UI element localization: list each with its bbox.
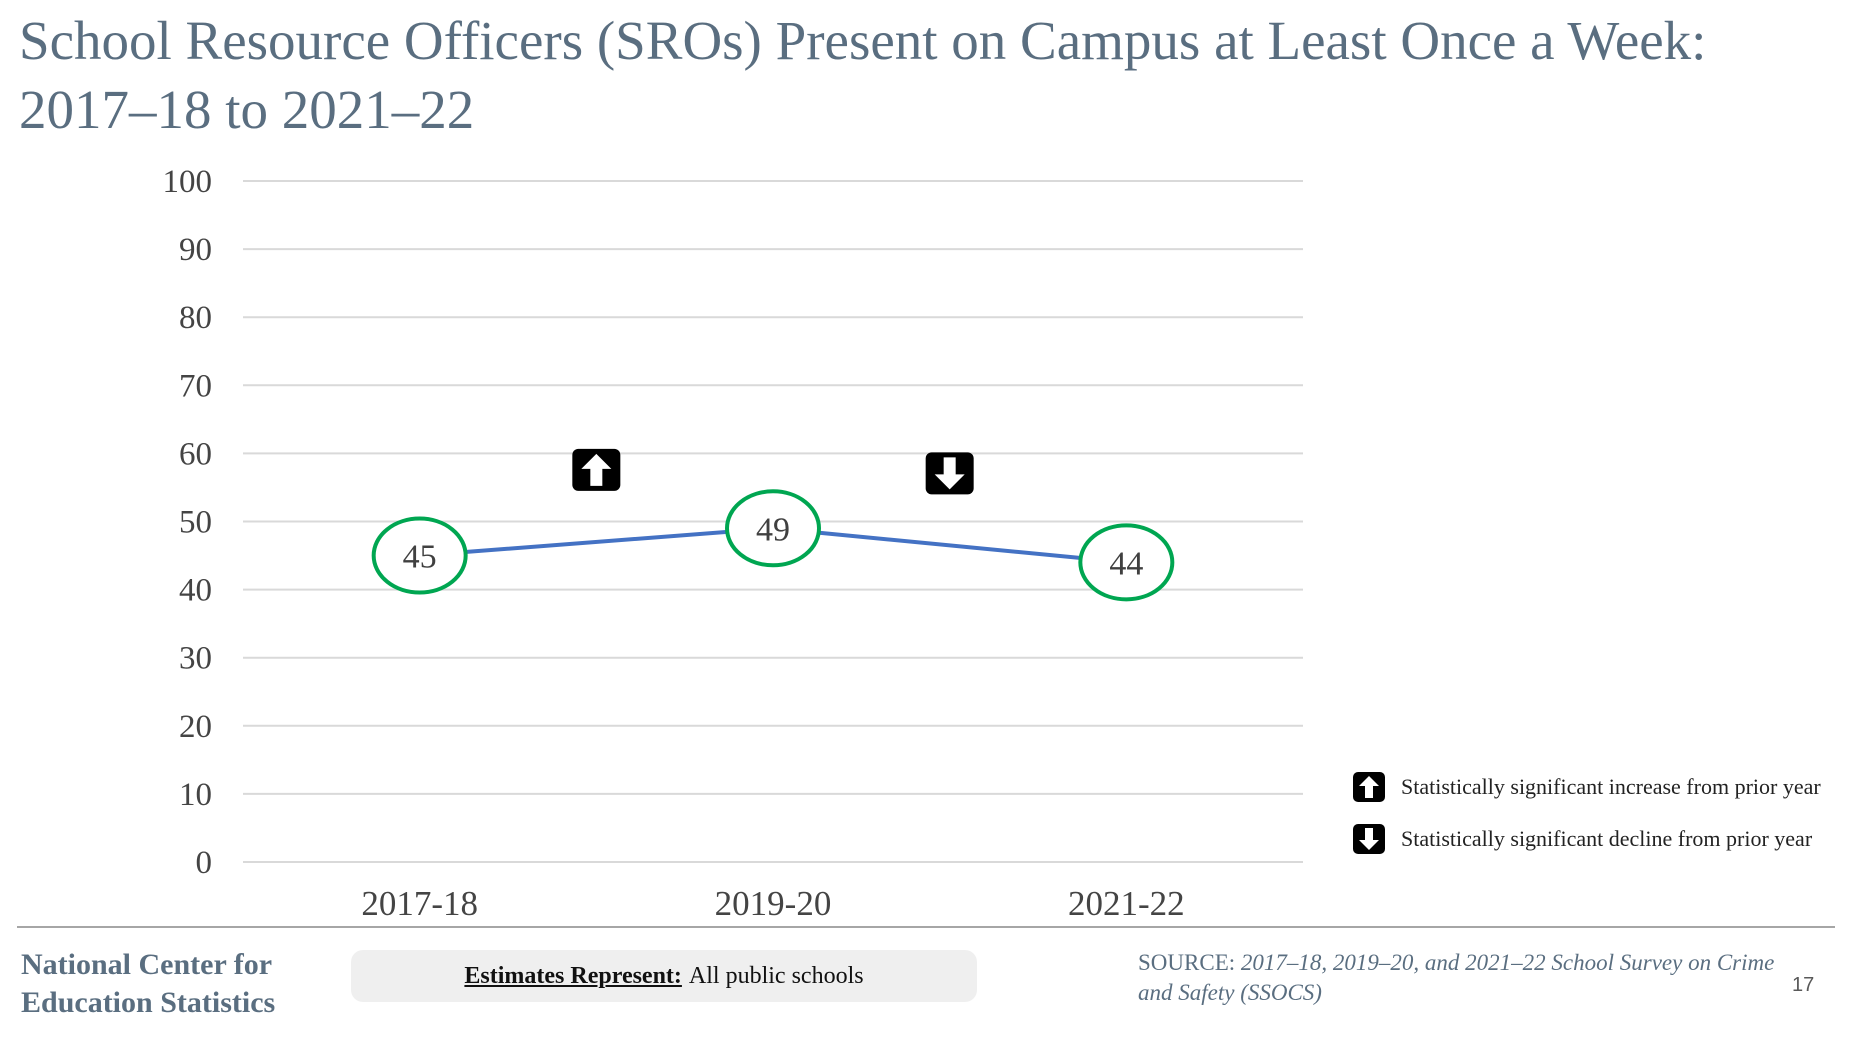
y-tick-label: 70 [179,368,212,404]
chart-annotations [572,448,974,495]
estimates-box: Estimates Represent: All public schools [351,950,977,1002]
y-tick-label: 60 [179,436,212,472]
estimates-value: All public schools [688,962,864,989]
y-tick-label: 10 [179,777,212,813]
y-tick-label: 40 [179,573,212,609]
legend-item-decline: Statistically significant decline from p… [1353,824,1812,854]
page-number: 17 [1792,974,1815,996]
x-axis-ticks: 2017-18 2019-20 2021-22 [361,884,1184,923]
line-chart: 0 10 20 30 40 50 60 70 80 90 100 2017-18 2019-20 202… [163,164,1303,923]
estimates-label: Estimates Represent: [464,962,682,989]
source-label: SOURCE: [1138,950,1236,975]
org-name-line1: National Center for [21,948,273,981]
footer-divider [17,926,1835,928]
y-tick-label: 100 [163,164,213,200]
legend-label-increase: Statistically significant increase from … [1401,774,1821,799]
arrow-glyph [581,453,612,486]
y-tick-label: 0 [196,845,213,881]
x-tick-label: 2019-20 [715,884,832,923]
org-name-line2: Education Statistics [21,986,276,1019]
data-label: 49 [756,511,790,548]
chart-series: 45 49 44 [371,489,1175,602]
y-tick-label: 50 [179,505,212,541]
data-point-marker [371,516,468,595]
data-point-marker [1078,523,1175,602]
source-text: 2017–18, 2019–20, and 2021–22 School Sur… [1138,950,1775,1005]
x-tick-label: 2021-22 [1068,884,1185,923]
data-point-marker [725,489,821,568]
y-axis-ticks: 0 10 20 30 40 50 60 70 80 90 100 [163,164,213,881]
arrow-glyph [934,457,965,490]
data-label: 45 [403,539,437,576]
up-arrow-icon [1353,772,1385,802]
y-tick-label: 30 [179,641,212,677]
x-tick-label: 2017-18 [361,884,478,923]
legend-label-decline: Statistically significant decline from p… [1401,826,1813,851]
y-tick-label: 90 [179,232,212,268]
legend-item-increase: Statistically significant increase from … [1353,772,1821,802]
data-label: 44 [1109,545,1143,582]
down-arrow-icon [925,452,974,495]
y-tick-label: 20 [179,709,212,745]
org-name: National Center for Education Statistics [21,946,321,1022]
up-arrow-icon [572,448,621,491]
slide-title: School Resource Officers (SROs) Present … [19,10,1707,140]
source-note: SOURCE: 2017–18, 2019–20, and 2021–22 Sc… [1138,948,1778,1008]
y-tick-label: 80 [179,300,212,336]
down-arrow-icon [1353,824,1385,854]
